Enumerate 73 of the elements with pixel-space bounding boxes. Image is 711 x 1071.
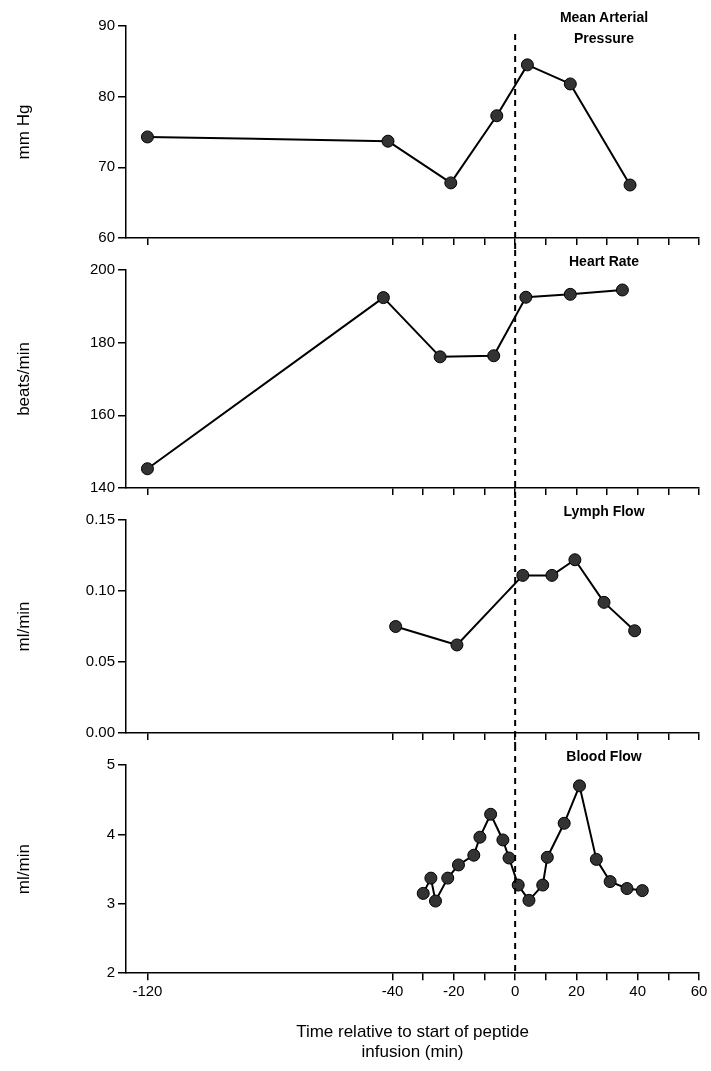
y-axis-title: mm Hg xyxy=(13,104,33,160)
x-axis-title: Time relative to start of peptide infusion (min) xyxy=(296,1022,529,1062)
point xyxy=(536,878,550,892)
point xyxy=(568,553,582,567)
point xyxy=(140,130,154,144)
point xyxy=(450,638,464,652)
x-tick-label: 20 xyxy=(568,982,585,1000)
point xyxy=(416,886,430,900)
point xyxy=(451,858,465,872)
point xyxy=(623,178,637,192)
y-tick-label: 0.05 xyxy=(85,652,115,670)
chart-title: Mean Arterial Pressure xyxy=(559,8,649,46)
point xyxy=(389,620,403,633)
point xyxy=(519,290,533,304)
point xyxy=(490,109,504,123)
y-tick-label: 3 xyxy=(106,893,115,911)
point xyxy=(484,807,498,821)
x-tick-label: 60 xyxy=(690,982,708,1000)
point xyxy=(563,77,577,91)
point xyxy=(467,848,481,862)
point xyxy=(620,882,634,896)
y-tick-label: 70 xyxy=(98,157,115,175)
point xyxy=(615,283,629,297)
y-tick-label: 90 xyxy=(98,16,115,34)
y-tick-label: 0.10 xyxy=(85,581,115,599)
y-tick-label: 160 xyxy=(89,405,115,423)
point xyxy=(557,816,571,830)
y-tick-label: 180 xyxy=(89,332,115,350)
x-tick-label: -40 xyxy=(381,982,404,1000)
point xyxy=(540,850,554,864)
point xyxy=(516,568,530,582)
x-tick-label: -20 xyxy=(443,982,465,1000)
point xyxy=(381,134,395,148)
point xyxy=(635,884,649,898)
point xyxy=(428,894,442,908)
y-tick-label: 2 xyxy=(106,963,115,981)
point xyxy=(511,878,525,892)
point xyxy=(573,779,586,793)
y-tick-label: 60 xyxy=(98,228,115,246)
point xyxy=(376,291,390,305)
y-tick-label: 0.15 xyxy=(85,510,115,528)
y-axis-title: ml/min xyxy=(13,601,33,652)
point xyxy=(433,350,447,364)
point xyxy=(520,58,534,72)
y-tick-label: 5 xyxy=(106,755,115,773)
point xyxy=(496,833,510,847)
point xyxy=(597,595,611,609)
point xyxy=(589,852,603,866)
point xyxy=(424,871,438,885)
x-tick-label: 0 xyxy=(510,982,520,1000)
point xyxy=(628,624,642,638)
y-tick-label: 200 xyxy=(89,260,115,278)
y-axis-title: ml/min xyxy=(13,844,33,895)
point xyxy=(473,830,487,844)
point xyxy=(441,871,455,885)
point xyxy=(563,287,577,301)
y-tick-label: 0.00 xyxy=(85,723,115,741)
y-tick-label: 140 xyxy=(89,478,115,496)
y-axis-title: beats/min xyxy=(13,342,33,416)
point xyxy=(603,875,617,889)
point xyxy=(487,349,501,363)
point xyxy=(140,462,154,476)
y-tick-label: 80 xyxy=(98,86,115,104)
y-tick-label: 4 xyxy=(106,824,115,842)
point xyxy=(545,568,559,582)
chart-title: Heart Rate xyxy=(568,252,640,269)
chart-title: Lymph Flow xyxy=(563,502,645,519)
x-tick-label: 40 xyxy=(629,982,647,1000)
point xyxy=(444,176,458,190)
x-tick-label: -120 xyxy=(132,982,163,1000)
point xyxy=(522,893,536,907)
point xyxy=(502,851,516,865)
chart-title: Blood Flow xyxy=(566,747,642,764)
